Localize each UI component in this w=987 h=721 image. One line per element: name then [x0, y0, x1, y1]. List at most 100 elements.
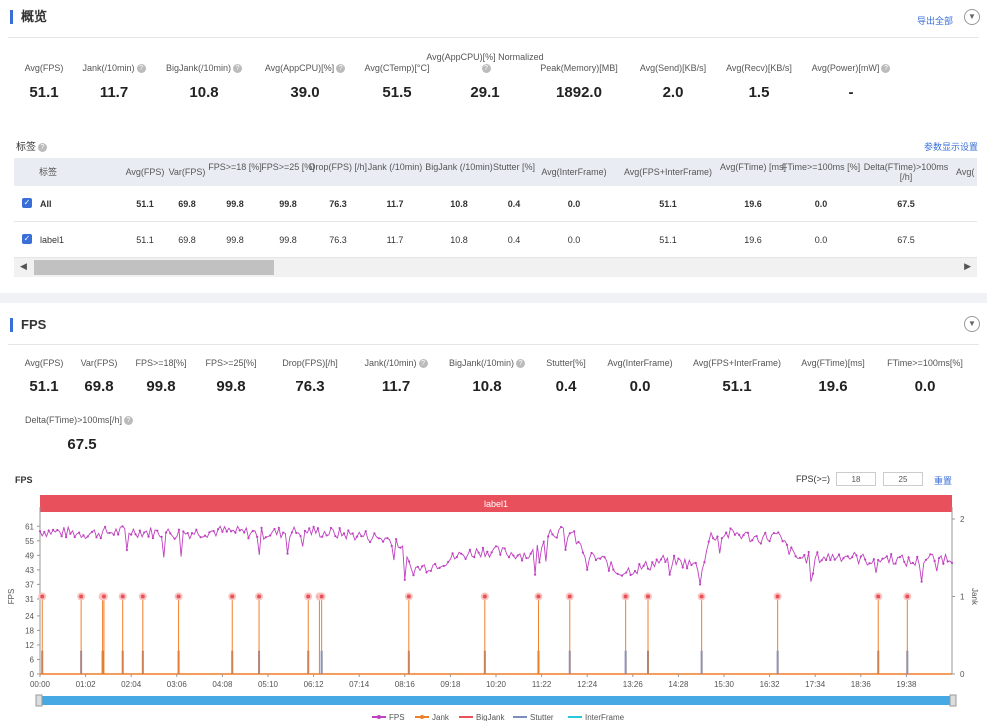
help-icon[interactable]: ? [123, 416, 133, 426]
y-tick-label: 37 [25, 580, 34, 589]
row-checkbox[interactable]: ✓ [22, 198, 32, 208]
scrollbar-thumb[interactable] [34, 260, 274, 275]
metric-value: 51.1 [29, 84, 59, 101]
fps-point [412, 574, 415, 577]
metric-value: 10.8 [472, 378, 502, 395]
range-handle-left [35, 694, 43, 707]
fps-point [143, 531, 146, 534]
scroll-left-icon[interactable]: ◀ [20, 261, 27, 271]
metric-label: FPS>=18[%] [101, 358, 221, 368]
table-header-cell[interactable]: FPS>=18 [%] [208, 162, 262, 172]
help-icon[interactable]: ? [38, 142, 47, 152]
divider [8, 344, 979, 345]
fps-point [633, 569, 637, 573]
fps-point [547, 535, 550, 538]
fps-point [646, 567, 650, 570]
horizontal-scrollbar[interactable]: ◀ ▶ [14, 258, 977, 277]
metric-label-text: BigJank(/10min) [165, 63, 232, 73]
table-header-cell[interactable]: Delta(FTime)>100ms [/h] [863, 162, 949, 182]
fps-point [533, 573, 537, 576]
fps-point [395, 538, 398, 541]
tags-title-text: 标签 [16, 142, 36, 153]
row-checkbox[interactable]: ✓ [22, 234, 32, 244]
metric-label-text: Avg(FPS+InterFrame) [692, 358, 782, 368]
fps-point [108, 531, 111, 535]
table-header-cell[interactable]: Jank (/10min) [367, 162, 423, 172]
x-tick-label: 06:12 [304, 680, 325, 689]
fps-point [373, 532, 376, 535]
fps-point [651, 561, 654, 564]
help-icon[interactable]: ? [418, 359, 428, 369]
metric-label: Peak(Memory)[MB] [519, 63, 639, 73]
jank-point [230, 594, 235, 599]
chevron-down-icon[interactable]: ▼ [964, 316, 980, 332]
metric-label: FTime>=100ms[%] [865, 358, 985, 368]
metric-value: - [848, 84, 854, 101]
table-header-cell[interactable]: Drop(FPS) [/h] [308, 162, 367, 172]
fps-point [64, 536, 68, 539]
fps-point [638, 562, 641, 566]
fps-point [668, 573, 671, 576]
help-icon[interactable]: ? [516, 359, 526, 369]
help-icon[interactable]: ? [136, 64, 146, 74]
fps-threshold-1-input[interactable] [836, 472, 876, 486]
y-axis-label: FPS [7, 589, 16, 605]
metric-label-text: Avg(CTemp)[°C] [364, 63, 430, 73]
table-header-cell[interactable]: FPS>=25 [%] [261, 162, 315, 172]
metric-label-text: Avg(AppCPU)[%] Normalized [426, 52, 544, 62]
table-header-cell[interactable]: Var(FPS) [168, 167, 206, 177]
help-icon[interactable]: ? [881, 64, 891, 74]
y-tick-label: 0 [30, 670, 35, 679]
fps-point [929, 553, 932, 556]
fps-point [282, 531, 285, 534]
fps-point [811, 572, 815, 575]
fps-point [447, 560, 450, 564]
fps-point [738, 533, 741, 536]
table-header-cell[interactable]: 标签 [38, 167, 57, 177]
fps-point [764, 531, 767, 535]
table-cell: All [40, 199, 52, 209]
export-all-link[interactable]: 导出全部 [917, 16, 954, 26]
table-cell: 99.8 [279, 199, 297, 209]
table-header-cell[interactable]: Avg(FTime) [ms] [719, 162, 786, 172]
fps-point [69, 532, 72, 535]
fps-threshold-2-input[interactable] [883, 472, 923, 486]
jank-point [306, 594, 311, 599]
help-icon[interactable]: ? [481, 64, 491, 74]
param-settings-link[interactable]: 参数显示设置 [924, 142, 979, 152]
reset-link[interactable]: 重置 [934, 476, 953, 486]
table-header-cell[interactable]: Avg(FPS) [125, 167, 165, 177]
metric-label: Drop(FPS)[/h] [250, 358, 370, 368]
metric-label: Avg(FPS+InterFrame) [677, 358, 797, 368]
fps-point [325, 534, 328, 537]
y-tick-label: 61 [25, 522, 34, 531]
table-cell: 99.8 [226, 235, 244, 245]
fps-point [777, 531, 780, 534]
table-header-cell[interactable]: Avg(InterFrame) [541, 167, 607, 177]
y2-axis-label: Jank [970, 588, 979, 606]
fps-point [924, 558, 928, 561]
chevron-down-icon[interactable]: ▼ [964, 9, 980, 25]
table-cell: 99.8 [279, 235, 297, 245]
y-tick-label: 31 [25, 595, 34, 604]
tags-title: 标签? [16, 138, 47, 153]
fps-point [785, 543, 789, 546]
fps-point [91, 530, 94, 533]
table-header-cell[interactable]: BigJank (/10min) [425, 162, 493, 172]
metric-label: Avg(AppCPU)[%] Normalized? [425, 52, 545, 74]
table-header-cell[interactable]: FTime>=100ms [%] [781, 162, 861, 172]
fps-point [295, 531, 298, 535]
fps-point [486, 550, 489, 553]
fps-point [733, 533, 736, 536]
fps-point [816, 551, 819, 554]
table-cell: 69.8 [178, 199, 196, 209]
help-icon[interactable]: ? [336, 64, 346, 74]
scroll-right-icon[interactable]: ▶ [964, 261, 971, 271]
table-header-cell[interactable]: Avg( [956, 167, 975, 177]
table-header-cell[interactable]: Avg(FPS+InterFrame) [623, 167, 713, 177]
table-header-cell[interactable]: Stutter [%] [492, 162, 536, 172]
help-icon[interactable]: ? [233, 64, 243, 74]
fps-point [464, 557, 467, 561]
fps-point [681, 566, 684, 569]
